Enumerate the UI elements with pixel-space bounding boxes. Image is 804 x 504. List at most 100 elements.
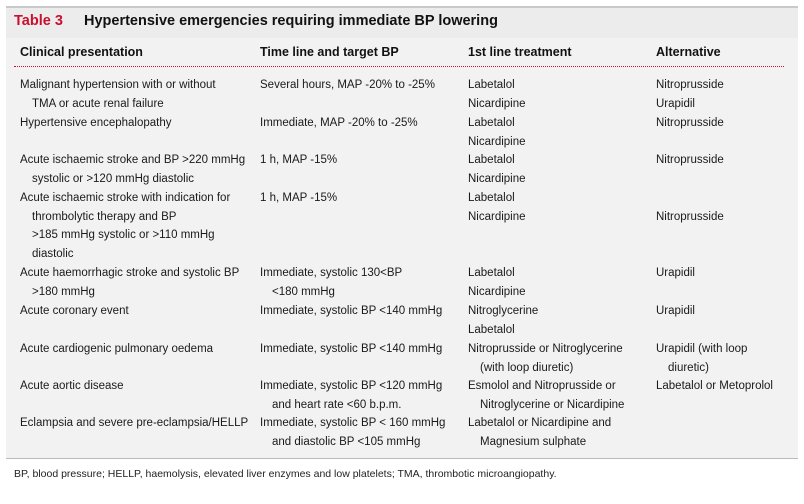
- row-3-alternative: Nitroprusside: [656, 189, 724, 226]
- row-1-target: Immediate, MAP -20% to -25%: [260, 114, 418, 133]
- row-0-first-line-line: Labetalol: [468, 79, 515, 91]
- row-2-target-line: 1 h, MAP -15%: [260, 154, 338, 166]
- row-7-target: Immediate, systolic BP <120 mmHg and hea…: [260, 377, 442, 414]
- row-7-presentation-line: Acute aortic disease: [20, 380, 124, 392]
- row-4-target: Immediate, systolic 130<BP <180 mmHg: [260, 264, 402, 301]
- row-6-target-line: Immediate, systolic BP <140 mmHg: [260, 343, 443, 355]
- row-2-presentation-line: Acute ischaemic stroke and BP >220 mmHg: [20, 154, 246, 166]
- row-5-target-line: Immediate, systolic BP <140 mmHg: [260, 305, 443, 317]
- row-6-alternative: Urapidil (with loop diuretic): [656, 340, 747, 377]
- row-4-presentation-line: >180 mmHg: [32, 285, 95, 298]
- row-7-first-line-line: Nitroglycerine or Nicardipine: [480, 398, 625, 411]
- row-3-presentation-line: Acute ischaemic stroke with indication f…: [20, 192, 231, 204]
- row-0-presentation-line: TMA or acute renal failure: [32, 97, 164, 110]
- row-8-presentation-line: Eclampsia and severe pre-eclampsia/HELLP: [20, 417, 249, 429]
- row-3-first-line-line: Labetalol: [468, 192, 515, 204]
- row-2-first-line: Labetalol Nicardipine: [468, 151, 526, 188]
- table-body: [6, 38, 798, 458]
- row-1-alternative-line: Nitroprusside: [656, 117, 724, 129]
- row-8-target-line: and diastolic BP <105 mmHg: [272, 435, 421, 448]
- row-3-first-line: Labetalol Nicardipine: [468, 189, 526, 226]
- row-6-first-line-line: Nitroprusside or Nitroglycerine: [468, 343, 623, 355]
- row-0-alternative-line: Nitroprusside: [656, 79, 724, 91]
- row-4-alternative-line: Urapidil: [656, 267, 695, 279]
- row-5-target: Immediate, systolic BP <140 mmHg: [260, 302, 442, 321]
- row-5-first-line-line: Labetalol: [468, 323, 515, 336]
- row-6-first-line-line: (with loop diuretic): [480, 361, 574, 374]
- row-2-alternative-line: Nitroprusside: [656, 154, 724, 166]
- row-3-target-line: 1 h, MAP -15%: [260, 192, 338, 204]
- row-3-alternative-line: [656, 189, 724, 208]
- row-2-first-line-line: Nicardipine: [468, 172, 526, 185]
- row-7-first-line-line: Esmolol and Nitroprusside or: [468, 380, 616, 392]
- row-0-first-line-line: Nicardipine: [468, 97, 526, 110]
- table-label: Table 3: [14, 13, 63, 29]
- row-7-first-line: Esmolol and Nitroprusside or Nitroglycer…: [468, 377, 624, 414]
- row-1-alternative: Nitroprusside: [656, 114, 724, 133]
- row-5-alternative-line: Urapidil: [656, 305, 695, 317]
- row-1-target-line: Immediate, MAP -20% to -25%: [260, 117, 418, 129]
- row-7-target-line: Immediate, systolic BP <120 mmHg: [260, 380, 443, 392]
- row-1-first-line: Labetalol Nicardipine: [468, 114, 526, 151]
- row-7-alternative: Labetalol or Metoprolol: [656, 377, 773, 396]
- column-header-first-line: 1st line treatment: [468, 45, 572, 59]
- row-5-first-line-line: Nitroglycerine: [468, 305, 539, 317]
- row-0-alternative: Nitroprusside Urapidil: [656, 76, 724, 113]
- row-2-first-line-line: Labetalol: [468, 154, 515, 166]
- row-6-presentation-line: Acute cardiogenic pulmonary oedema: [20, 343, 214, 355]
- table-title: Hypertensive emergencies requiring immed…: [84, 13, 498, 29]
- column-header-alternative: Alternative: [656, 45, 721, 59]
- row-5-first-line: Nitroglycerine Labetalol: [468, 302, 538, 339]
- row-0-alternative-line: Urapidil: [656, 97, 695, 110]
- row-7-presentation: Acute aortic disease: [20, 377, 124, 396]
- table-footer-band: [6, 458, 798, 495]
- row-0-presentation-line: Malignant hypertension with or without: [20, 79, 216, 91]
- row-4-alternative: Urapidil: [656, 264, 695, 283]
- row-3-presentation: Acute ischaemic stroke with indication f…: [20, 189, 230, 263]
- row-8-presentation: Eclampsia and severe pre-eclampsia/HELLP: [20, 414, 248, 433]
- row-4-first-line-line: Labetalol: [468, 267, 515, 279]
- row-8-first-line-line: Magnesium sulphate: [480, 435, 587, 448]
- row-3-presentation-line: >185 mmHg systolic or >110 mmHg: [32, 229, 215, 242]
- row-1-presentation-line: Hypertensive encephalopathy: [20, 117, 172, 129]
- table-footnote: BP, blood pressure; HELLP, haemolysis, e…: [14, 468, 557, 480]
- row-8-first-line: Labetalol or Nicardipine and Magnesium s…: [468, 414, 611, 451]
- row-6-target: Immediate, systolic BP <140 mmHg: [260, 340, 442, 359]
- row-4-target-line: Immediate, systolic 130<BP: [260, 267, 403, 279]
- row-4-target-line: <180 mmHg: [272, 285, 335, 298]
- row-2-presentation: Acute ischaemic stroke and BP >220 mmHg …: [20, 151, 245, 188]
- row-0-target: Several hours, MAP -20% to -25%: [260, 76, 435, 95]
- row-5-presentation: Acute coronary event: [20, 302, 129, 321]
- column-header-presentation: Clinical presentation: [20, 45, 143, 59]
- row-4-first-line: Labetalol Nicardipine: [468, 264, 526, 301]
- row-5-alternative: Urapidil: [656, 302, 695, 321]
- row-4-presentation-line: Acute haemorrhagic stroke and systolic B…: [20, 267, 240, 279]
- row-3-first-line-line: Nicardipine: [468, 210, 526, 223]
- row-2-presentation-line: systolic or >120 mmHg diastolic: [32, 172, 195, 185]
- row-6-alternative-line: diuretic): [668, 361, 709, 374]
- row-0-presentation: Malignant hypertension with or without T…: [20, 76, 216, 113]
- row-6-presentation: Acute cardiogenic pulmonary oedema: [20, 340, 213, 359]
- row-7-alternative-line: Labetalol or Metoprolol: [656, 380, 773, 392]
- row-3-presentation-line: thrombolytic therapy and BP: [32, 210, 177, 223]
- row-3-target: 1 h, MAP -15%: [260, 189, 337, 208]
- column-header-target: Time line and target BP: [260, 45, 399, 59]
- row-4-first-line-line: Nicardipine: [468, 285, 526, 298]
- row-7-target-line: and heart rate <60 b.p.m.: [272, 398, 402, 411]
- row-3-presentation-line: diastolic: [32, 247, 74, 260]
- row-5-presentation-line: Acute coronary event: [20, 305, 129, 317]
- row-4-presentation: Acute haemorrhagic stroke and systolic B…: [20, 264, 239, 301]
- row-1-presentation: Hypertensive encephalopathy: [20, 114, 172, 133]
- row-1-first-line-line: Nicardipine: [468, 135, 526, 148]
- header-divider: [14, 66, 784, 67]
- table-header-band: [6, 6, 798, 40]
- row-8-first-line-line: Labetalol or Nicardipine and: [468, 417, 612, 429]
- row-8-target-line: Immediate, systolic BP < 160 mmHg: [260, 417, 446, 429]
- row-2-alternative: Nitroprusside: [656, 151, 724, 170]
- row-6-alternative-line: Urapidil (with loop: [656, 343, 748, 355]
- row-2-target: 1 h, MAP -15%: [260, 151, 337, 170]
- row-8-target: Immediate, systolic BP < 160 mmHg and di…: [260, 414, 445, 451]
- row-1-first-line-line: Labetalol: [468, 117, 515, 129]
- row-6-first-line: Nitroprusside or Nitroglycerine (with lo…: [468, 340, 623, 377]
